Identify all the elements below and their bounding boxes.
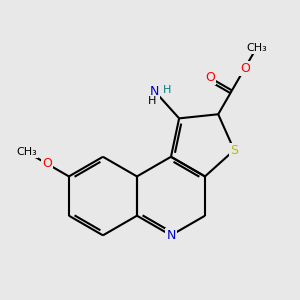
Text: H: H bbox=[148, 96, 156, 106]
Text: CH₃: CH₃ bbox=[16, 147, 37, 157]
Text: H: H bbox=[163, 85, 171, 95]
Text: CH₃: CH₃ bbox=[246, 43, 267, 53]
Text: O: O bbox=[205, 71, 215, 84]
Text: N: N bbox=[166, 229, 176, 242]
Text: O: O bbox=[42, 157, 52, 170]
Text: O: O bbox=[240, 62, 250, 75]
Text: S: S bbox=[230, 144, 238, 157]
Text: N: N bbox=[150, 85, 159, 98]
